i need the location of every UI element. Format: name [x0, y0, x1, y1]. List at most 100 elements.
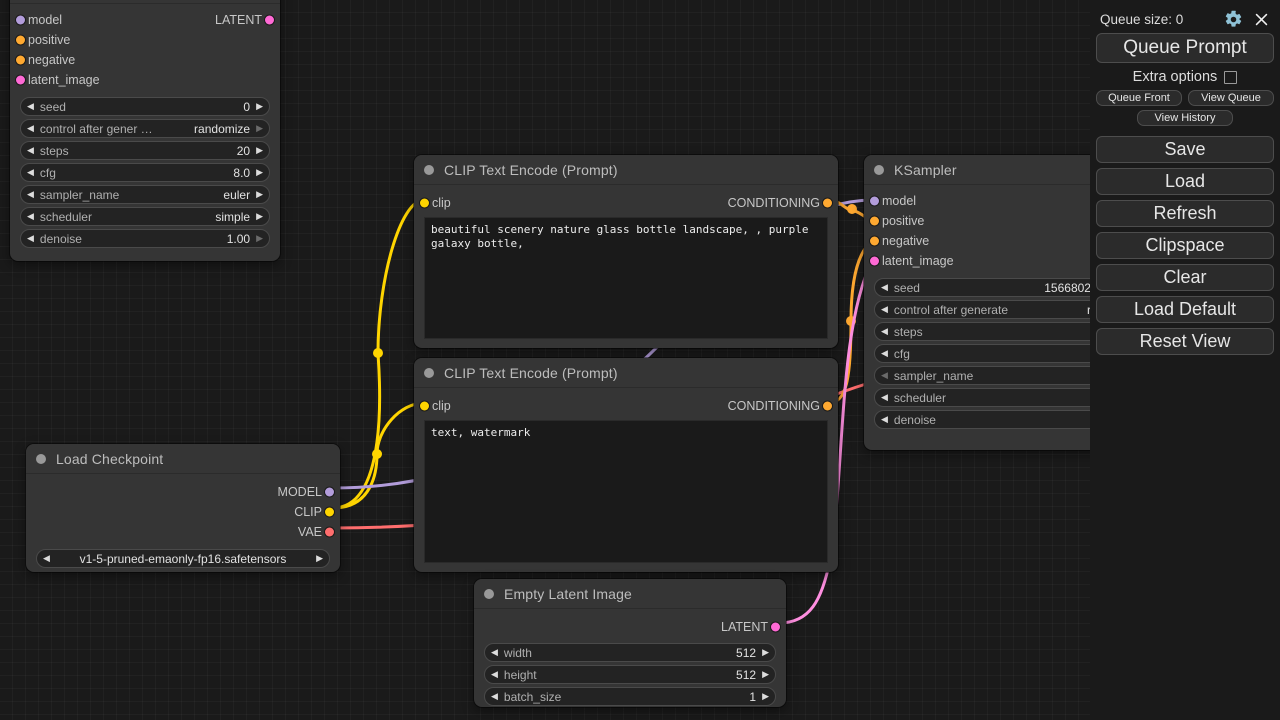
node-header[interactable]: CLIP Text Encode (Prompt) [414, 358, 838, 388]
close-icon[interactable] [1253, 11, 1270, 28]
decrement-arrow-icon[interactable]: ◀ [491, 691, 498, 701]
widget-width[interactable]: ◀ width 512 ▶ [484, 643, 776, 662]
slot-row-negative[interactable]: negative [864, 231, 1134, 251]
decrement-arrow-icon[interactable]: ◀ [881, 304, 888, 314]
widget-batch-size[interactable]: ◀ batch_size 1 ▶ [484, 687, 776, 706]
prompt-textarea[interactable]: beautiful scenery nature glass bottle la… [424, 217, 828, 339]
increment-arrow-icon[interactable]: ▶ [256, 167, 263, 177]
next-arrow-icon[interactable]: ▶ [316, 553, 323, 563]
input-dot-negative[interactable] [16, 55, 25, 65]
input-dot-negative[interactable] [870, 236, 879, 246]
widget-control-after-generate[interactable]: ◀ control after gener … randomize ▶ [20, 119, 270, 138]
slot-row-latent-image[interactable]: latent_image [10, 70, 280, 90]
save-button[interactable]: Save [1096, 136, 1274, 163]
node-load-checkpoint[interactable]: Load Checkpoint MODEL CLIP VAE ◀ v1-5-pr… [26, 444, 340, 572]
widget-cfg[interactable]: ◀ cfg [874, 344, 1124, 363]
increment-arrow-icon[interactable]: ▶ [762, 691, 769, 701]
input-dot-model[interactable] [16, 15, 25, 25]
increment-arrow-icon[interactable]: ▶ [256, 101, 263, 111]
clipspace-button[interactable]: Clipspace [1096, 232, 1274, 259]
collapse-dot-icon[interactable] [484, 588, 494, 599]
increment-arrow-icon[interactable]: ▶ [256, 145, 263, 155]
queue-front-button[interactable]: Queue Front [1096, 90, 1182, 106]
slot-row-clip[interactable]: clip CONDITIONING [414, 193, 838, 213]
slot-row-model-out[interactable]: MODEL [26, 482, 340, 502]
input-dot-latent-image[interactable] [870, 256, 879, 266]
widget-seed[interactable]: ◀ seed 1566802087 [874, 278, 1124, 297]
widget-steps[interactable]: ◀ steps [874, 322, 1124, 341]
slot-row-latent-out[interactable]: LATENT [474, 617, 786, 637]
input-dot-model[interactable] [870, 196, 879, 206]
widget-cfg[interactable]: ◀ cfg 8.0 ▶ [20, 163, 270, 182]
collapse-dot-icon[interactable] [424, 367, 434, 378]
collapse-dot-icon[interactable] [424, 164, 434, 175]
view-history-button[interactable]: View History [1137, 110, 1233, 126]
input-dot-latent-image[interactable] [16, 75, 25, 85]
decrement-arrow-icon[interactable]: ◀ [27, 189, 34, 199]
widget-ckpt-name[interactable]: ◀ v1-5-pruned-emaonly-fp16.safetensors ▶ [36, 549, 330, 568]
load-button[interactable]: Load [1096, 168, 1274, 195]
slot-row-clip-out[interactable]: CLIP [26, 502, 340, 522]
collapse-dot-icon[interactable] [36, 453, 46, 464]
node-empty-latent-image[interactable]: Empty Latent Image LATENT ◀ width 512 ▶ … [474, 579, 786, 707]
gear-icon[interactable] [1224, 10, 1243, 29]
widget-scheduler[interactable]: ◀ scheduler simple ▶ [20, 207, 270, 226]
node-header[interactable]: Empty Latent Image [474, 579, 786, 609]
refresh-button[interactable]: Refresh [1096, 200, 1274, 227]
slot-row-latent-image[interactable]: latent_image [864, 251, 1134, 271]
decrement-arrow-icon[interactable]: ◀ [881, 414, 888, 424]
node-clip-text-encode-positive[interactable]: CLIP Text Encode (Prompt) clip CONDITION… [414, 155, 838, 348]
output-dot-latent[interactable] [771, 622, 780, 632]
output-dot-model[interactable] [325, 487, 334, 497]
load-default-button[interactable]: Load Default [1096, 296, 1274, 323]
decrement-arrow-icon[interactable]: ◀ [27, 123, 34, 133]
prompt-textarea[interactable]: text, watermark [424, 420, 828, 563]
widget-control-after-generate[interactable]: ◀ control after generate rand [874, 300, 1124, 319]
input-dot-positive[interactable] [16, 35, 25, 45]
slot-row-model[interactable]: model LATENT [10, 10, 280, 30]
widget-height[interactable]: ◀ height 512 ▶ [484, 665, 776, 684]
increment-arrow-icon[interactable]: ▶ [256, 123, 263, 133]
output-dot-conditioning[interactable] [823, 198, 832, 208]
decrement-arrow-icon[interactable]: ◀ [881, 326, 888, 336]
output-dot-conditioning[interactable] [823, 401, 832, 411]
view-queue-button[interactable]: View Queue [1188, 90, 1274, 106]
widget-sampler-name[interactable]: ◀ sampler_name [874, 366, 1124, 385]
node-header[interactable]: KSampler [10, 0, 280, 4]
widget-steps[interactable]: ◀ steps 20 ▶ [20, 141, 270, 160]
decrement-arrow-icon[interactable]: ◀ [881, 348, 888, 358]
input-dot-clip[interactable] [420, 198, 429, 208]
slot-row-positive[interactable]: positive [864, 211, 1134, 231]
decrement-arrow-icon[interactable]: ◀ [491, 647, 498, 657]
decrement-arrow-icon[interactable]: ◀ [881, 370, 888, 380]
widget-sampler-name[interactable]: ◀ sampler_name euler ▶ [20, 185, 270, 204]
decrement-arrow-icon[interactable]: ◀ [881, 282, 888, 292]
input-dot-clip[interactable] [420, 401, 429, 411]
widget-denoise[interactable]: ◀ denoise [874, 410, 1124, 429]
decrement-arrow-icon[interactable]: ◀ [27, 211, 34, 221]
node-ksampler-right[interactable]: KSampler model positive negative latent_… [864, 155, 1134, 450]
slot-row-clip[interactable]: clip CONDITIONING [414, 396, 838, 416]
decrement-arrow-icon[interactable]: ◀ [27, 233, 34, 243]
slot-row-vae-out[interactable]: VAE [26, 522, 340, 542]
node-header[interactable]: CLIP Text Encode (Prompt) [414, 155, 838, 185]
widget-denoise[interactable]: ◀ denoise 1.00 ▶ [20, 229, 270, 248]
slot-row-negative[interactable]: negative [10, 50, 280, 70]
decrement-arrow-icon[interactable]: ◀ [881, 392, 888, 402]
slot-row-model[interactable]: model [864, 191, 1134, 211]
node-header[interactable]: KSampler [864, 155, 1134, 185]
increment-arrow-icon[interactable]: ▶ [762, 669, 769, 679]
increment-arrow-icon[interactable]: ▶ [256, 189, 263, 199]
output-dot-clip[interactable] [325, 507, 334, 517]
collapse-dot-icon[interactable] [874, 164, 884, 175]
input-dot-positive[interactable] [870, 216, 879, 226]
reset-view-button[interactable]: Reset View [1096, 328, 1274, 355]
extra-options-checkbox[interactable] [1224, 70, 1238, 84]
slot-row-positive[interactable]: positive [10, 30, 280, 50]
decrement-arrow-icon[interactable]: ◀ [27, 101, 34, 111]
increment-arrow-icon[interactable]: ▶ [256, 233, 263, 243]
output-dot-vae[interactable] [325, 527, 334, 537]
decrement-arrow-icon[interactable]: ◀ [491, 669, 498, 679]
node-clip-text-encode-negative[interactable]: CLIP Text Encode (Prompt) clip CONDITION… [414, 358, 838, 572]
queue-prompt-button[interactable]: Queue Prompt [1096, 33, 1274, 63]
